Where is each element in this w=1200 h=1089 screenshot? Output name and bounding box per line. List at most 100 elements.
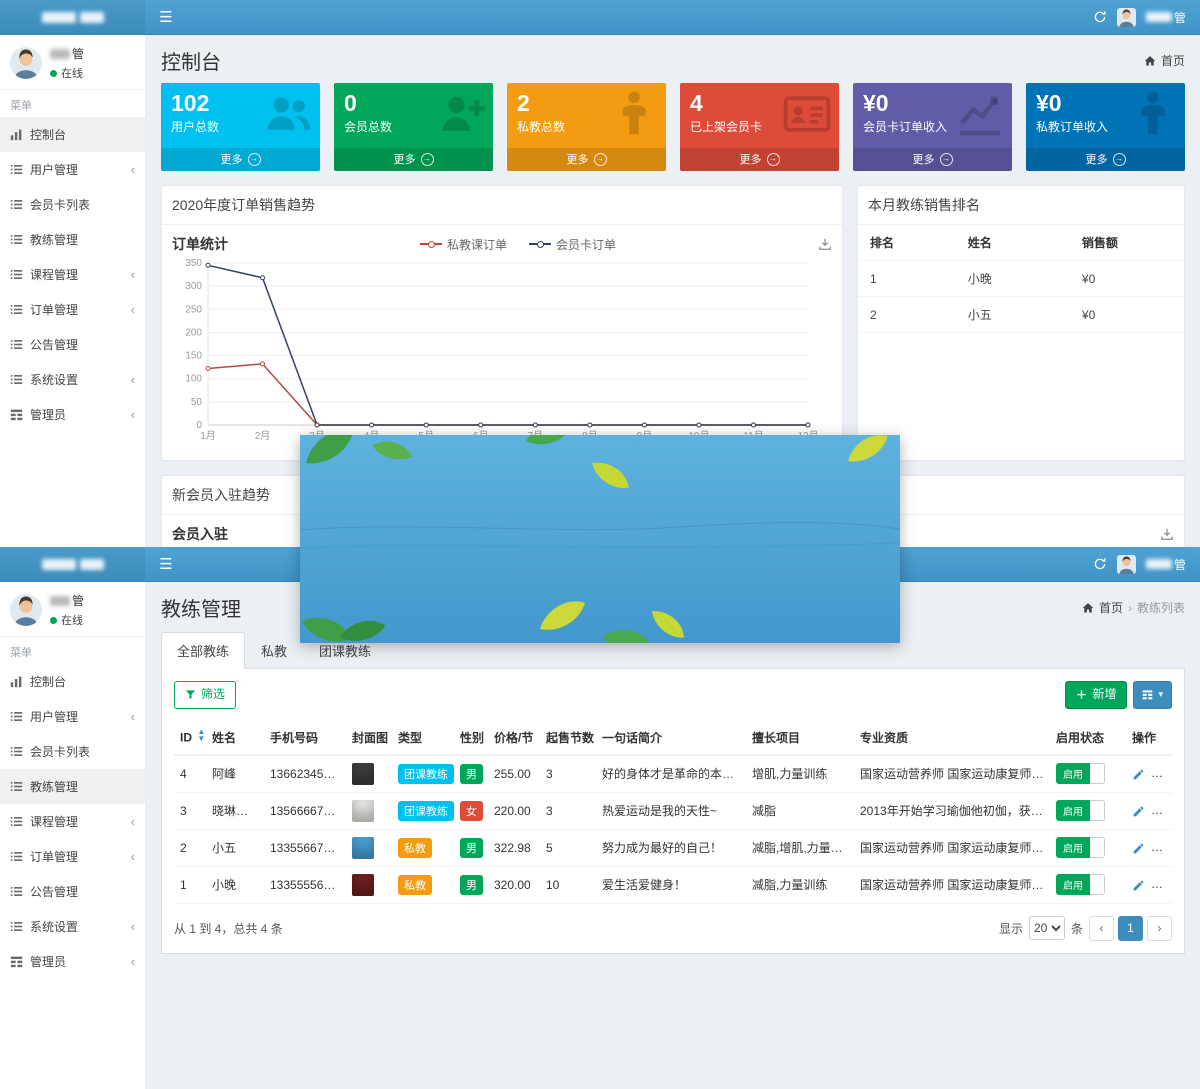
user-plus-icon: [434, 87, 488, 141]
sidebar-item-settings[interactable]: 系统设置 ‹: [0, 909, 145, 944]
user-avatar[interactable]: [1116, 554, 1136, 574]
legend-item[interactable]: 私教课订单: [419, 236, 507, 253]
sidebar-item-label: 用户管理: [30, 710, 79, 724]
sidebar-item-admins[interactable]: 管理员 ‹: [0, 944, 145, 979]
user-avatar[interactable]: [1116, 7, 1136, 27]
sidebar-item-notices[interactable]: 公告管理: [0, 327, 145, 362]
page-button[interactable]: ‹: [1089, 915, 1114, 941]
breadcrumb-home[interactable]: 首页: [1160, 54, 1185, 68]
sidebar-item-label: 课程管理: [30, 268, 79, 282]
sidebar-user-panel: 管 在线: [0, 35, 145, 90]
sidebar-toggle-icon[interactable]: ☰: [159, 556, 173, 573]
order-box-title: 2020年度订单销售趋势: [162, 186, 842, 225]
coach-table: ID ▲ ▼ 姓名 手机号码 封面图 类型 性别 价格/节 起售节数 一句话简介 擅长项目 专业资质启…: [174, 720, 1172, 904]
sidebar-item-member-cards[interactable]: 会员卡列表: [0, 734, 145, 769]
cover-thumbnail[interactable]: [352, 799, 374, 822]
cover-thumbnail[interactable]: [352, 836, 374, 859]
sidebar-item-users[interactable]: 用户管理 ‹: [0, 152, 145, 187]
status-switch[interactable]: 启用: [1056, 763, 1105, 785]
tab-group[interactable]: 团课教练: [319, 644, 372, 659]
list-icon: [10, 780, 23, 793]
users-icon: [261, 87, 315, 141]
sidebar-item-orders[interactable]: 订单管理 ‹: [0, 839, 145, 874]
card-more-link[interactable]: 更多 →: [161, 148, 320, 171]
sidebar-item-dashboard[interactable]: 控制台: [0, 664, 145, 699]
edit-icon[interactable]: [1132, 805, 1145, 818]
breadcrumb-home[interactable]: 首页: [1098, 601, 1123, 615]
sort-icon[interactable]: ▲ ▼: [197, 727, 206, 743]
sidebar-item-courses[interactable]: 课程管理 ‹: [0, 257, 145, 292]
page-size-select[interactable]: 20: [1028, 916, 1065, 941]
status-switch[interactable]: 启用: [1056, 800, 1105, 822]
sidebar-item-coaches[interactable]: 教练管理: [0, 769, 145, 804]
delete-icon[interactable]: [1151, 879, 1164, 892]
card-more-link[interactable]: 更多 →: [334, 148, 493, 171]
columns-dropdown-button[interactable]: ▾: [1133, 681, 1172, 709]
sidebar-item-member-cards[interactable]: 会员卡列表: [0, 187, 145, 222]
coach-row: 1 小晚 13355556666 私教 男 320.00 10 爱生活爱健身！ 减脂,力量训练国…: [174, 866, 1172, 904]
sidebar-item-settings[interactable]: 系统设置 ‹: [0, 362, 145, 397]
sidebar-item-courses[interactable]: 课程管理 ‹: [0, 804, 145, 839]
delete-icon[interactable]: [1151, 842, 1164, 855]
refresh-icon[interactable]: [1093, 10, 1107, 24]
sidebar-item-coaches[interactable]: 教练管理: [0, 222, 145, 257]
gender-badge: 男: [460, 837, 483, 858]
tab-private[interactable]: 私教: [261, 644, 288, 659]
caret-down-icon: ▾: [1158, 688, 1163, 699]
card-more-link[interactable]: 更多 →: [1026, 148, 1185, 171]
tab-all[interactable]: 全部教练: [161, 632, 246, 669]
card-more-link[interactable]: 更多 →: [853, 148, 1012, 171]
edit-icon[interactable]: [1132, 879, 1145, 892]
delete-icon[interactable]: [1151, 768, 1164, 781]
cover-thumbnail[interactable]: [352, 873, 374, 896]
refresh-icon[interactable]: [1093, 557, 1107, 571]
app-logo[interactable]: [0, 0, 145, 34]
column-header[interactable]: ID ▲ ▼: [174, 720, 206, 756]
card-more-link[interactable]: 更多 →: [680, 148, 839, 171]
rank-row: 1 小晚 ¥0: [858, 260, 1184, 297]
card-more-link[interactable]: 更多 →: [507, 148, 666, 171]
svg-text:200: 200: [185, 327, 202, 338]
chart-legend: 私教课订单 会员卡订单: [228, 236, 808, 253]
sidebar-item-dashboard[interactable]: 控制台: [0, 117, 145, 152]
list-icon: [10, 710, 23, 723]
add-coach-button[interactable]: 新增: [1065, 681, 1128, 709]
sidebar-item-label: 系统设置: [30, 373, 79, 387]
page-button[interactable]: ›: [1147, 915, 1172, 941]
list-icon: [10, 850, 23, 863]
download-icon[interactable]: [818, 237, 832, 251]
app-logo[interactable]: [0, 547, 145, 581]
status-switch[interactable]: 启用: [1056, 874, 1105, 896]
column-header: 起售节数: [540, 720, 596, 756]
page-button-current[interactable]: 1: [1118, 915, 1143, 941]
delete-icon[interactable]: [1151, 805, 1164, 818]
filter-button[interactable]: 筛选: [174, 681, 237, 709]
sidebar-item-notices[interactable]: 公告管理: [0, 874, 145, 909]
edit-icon[interactable]: [1132, 842, 1145, 855]
coach-phone: 13566667789: [264, 792, 346, 830]
download-icon[interactable]: [1160, 527, 1174, 541]
status-switch[interactable]: 启用: [1056, 837, 1105, 859]
edit-icon[interactable]: [1132, 768, 1145, 781]
coach-content: 教练管理 首页 › 教练列表 全部教练 私教 团课教练 筛选: [146, 582, 1200, 1089]
coach-price: 322.98: [488, 829, 540, 867]
sidebar-item-orders[interactable]: 订单管理 ‹: [0, 292, 145, 327]
pagination: ‹ 1 ›: [1089, 915, 1172, 941]
gender-badge: 女: [460, 800, 483, 821]
cover-thumbnail[interactable]: [352, 762, 374, 785]
sidebar-item-users[interactable]: 用户管理 ‹: [0, 699, 145, 734]
legend-item[interactable]: 会员卡订单: [529, 236, 616, 253]
gender-badge: 男: [460, 763, 483, 784]
navbar-username[interactable]: 管: [1145, 556, 1186, 573]
navbar-username[interactable]: 管: [1145, 9, 1186, 26]
list-icon: [10, 920, 23, 933]
list-icon: [10, 885, 23, 898]
sidebar-toggle-icon[interactable]: ☰: [159, 9, 173, 26]
coach-phone: 13662345566: [264, 754, 346, 793]
rank-box-title: 本月教练销售排名: [858, 186, 1184, 225]
sidebar-item-admins[interactable]: 管理员 ‹: [0, 397, 145, 432]
chart-line-icon: [953, 87, 1007, 141]
sidebar: 管 在线 菜单 控制台 用户管理 ‹ 会员卡列表 教练管理 课程管理 ‹ 订单管理 ‹ 公告管理系…: [0, 582, 146, 1089]
dashboard-screen: ☰ 管 管 在线 菜单 控制台 用户管理 ‹ 会员卡列表 教练管理 课程管理 ‹ 订单管理 ‹ 公…: [0, 0, 1200, 547]
stat-card-card-order-income: ¥0 会员卡订单收入 更多 →: [853, 83, 1012, 171]
